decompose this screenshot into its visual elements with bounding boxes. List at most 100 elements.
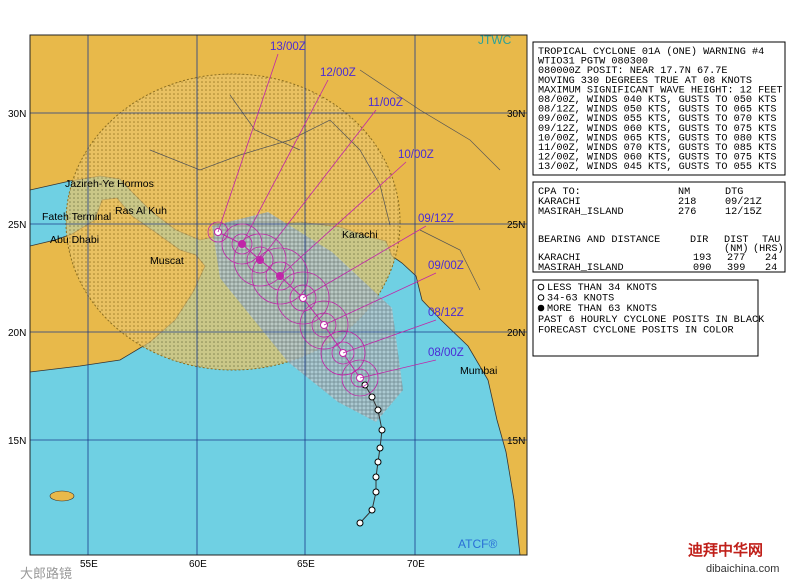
past-posit (368, 506, 376, 514)
cpa-cell: KARACHI (538, 197, 581, 208)
place-label: Muscat (150, 255, 184, 267)
info-panel: TROPICAL CYCLONE 01A (ONE) WARNING #4WTI… (537, 46, 784, 337)
warning-line: 08/12Z, WINDS 050 KTS, GUSTS TO 065 KTS (538, 104, 776, 116)
forecast-time: 13/00Z (270, 41, 306, 53)
warning-line: 080000Z POSIT: NEAR 17.7N 67.7E (538, 66, 728, 77)
wind-radius (246, 246, 274, 274)
warning-box (532, 41, 786, 176)
forecast-time: 10/00Z (398, 149, 434, 161)
lat-label: 30N (507, 109, 525, 120)
forecast-time: 09/12Z (418, 213, 454, 225)
forecast-time: 08/00Z (428, 347, 464, 359)
lat-label: 20N (8, 328, 26, 339)
wind-radius (251, 247, 309, 305)
lat-label: 15N (8, 436, 26, 447)
graticule: 30N 30N 25N 25N 20N 20N 15N 15N 55E 60E 65E 70E Jazi… (8, 35, 527, 570)
watermark: 迪拜中华网 (688, 541, 763, 559)
cpa-cell: 218 (678, 197, 696, 208)
bearing-header: BEARING AND DISTANCE (538, 235, 660, 246)
past-posit (372, 488, 380, 496)
lon-label: 70E (407, 559, 425, 570)
warning-line: 09/12Z, WINDS 060 KTS, GUSTS TO 075 KTS (538, 123, 776, 135)
lat-label: 20N (507, 328, 525, 339)
past-posit (376, 444, 384, 452)
wind-radius (331, 341, 355, 365)
past-posit (374, 406, 382, 414)
cpa-header: NM (678, 187, 690, 198)
label-leader (342, 319, 437, 354)
label-leader (217, 53, 279, 233)
bearing-cell: 277 (727, 253, 745, 264)
lat-label: 25N (507, 220, 525, 231)
wind-radius (320, 330, 366, 376)
forecast-track (217, 231, 361, 379)
watermark: dibaichina.com (706, 563, 779, 575)
source-label: JTWC (478, 33, 512, 47)
place-label: Jazireh-Ye Hormos (65, 178, 154, 190)
warning-line: 09/00Z, WINDS 055 KTS, GUSTS TO 070 KTS (538, 113, 776, 125)
bearing-cell: 24 (765, 263, 777, 274)
label-leader (302, 225, 427, 299)
wind-radius (265, 261, 295, 291)
cpa-cell: MASIRAH_ISLAND (538, 207, 624, 218)
warning-line: 13/00Z, WINDS 045 KTS, GUSTS TO 055 KTS (538, 161, 776, 173)
borders (149, 69, 501, 291)
place-label: Fateh Terminal (42, 211, 111, 223)
place-label: Mumbai (460, 365, 497, 377)
past-posit (356, 519, 364, 527)
legend-box (532, 279, 759, 357)
legend-item: LESS THAN 34 KNOTS (547, 283, 657, 294)
label-leader (259, 109, 377, 261)
label-leader (241, 79, 329, 245)
warning-line: 08/00Z, WINDS 040 KTS, GUSTS TO 050 KTS (538, 94, 776, 106)
cpa-header: DTG (725, 187, 743, 198)
label-leader (359, 359, 437, 379)
warning-line: TROPICAL CYCLONE 01A (ONE) WARNING #4 (538, 46, 764, 58)
legend-item: MORE THAN 63 KNOTS (547, 304, 657, 315)
past-posit (368, 393, 376, 401)
cpa-cell: 12/15Z (725, 206, 762, 218)
bearing-cell: MASIRAH_ISLAND (538, 263, 624, 274)
track: 13/00Z 12/00Z 11/00Z 10/00Z 09/12Z 09/00Z 08/1… (207, 41, 464, 527)
credit-label: ATCF® (458, 537, 497, 551)
warning-line: MOVING 330 DEGREES TRUE AT 08 KNOTS (538, 76, 752, 87)
forecast-time: 08/12Z (428, 307, 464, 319)
lon-label: 60E (189, 559, 207, 570)
legend-symbol (537, 283, 545, 291)
forecast-time: 12/00Z (320, 67, 356, 79)
legend-note: FORECAST CYCLONE POSITS IN COLOR (538, 326, 734, 337)
lat-label: 30N (8, 109, 26, 120)
warning-line: 10/00Z, WINDS 065 KTS, GUSTS TO 080 KTS (538, 132, 776, 144)
legend-symbol (537, 294, 545, 301)
lon-label: 65E (297, 559, 315, 570)
warning-line: 11/00Z, WINDS 070 KTS, GUSTS TO 085 KTS (538, 142, 776, 154)
lat-label: 25N (8, 220, 26, 231)
cpa-cell: 09/21Z (725, 196, 762, 208)
wind-radius (289, 284, 317, 312)
bearing-cell: 193 (693, 253, 711, 264)
wind-radius (231, 233, 253, 255)
island (49, 490, 75, 502)
warning-line: WTIO31 PGTW 080300 (538, 57, 648, 68)
place-label: Abu Dhabi (50, 234, 99, 246)
wind-radius (221, 223, 263, 265)
bearing-subheader: (HRS) (753, 243, 784, 255)
cpa-box (532, 181, 786, 273)
wind-radius (233, 233, 287, 287)
map-frame (29, 34, 528, 556)
legend-symbol (537, 304, 545, 312)
bearing-cell: 090 (693, 263, 711, 274)
watermark: 大郎路镜 (20, 566, 72, 581)
bearing-header: TAU (762, 235, 780, 246)
bearing-header: DIR (690, 235, 708, 246)
bearing-cell: 399 (727, 263, 745, 274)
wind-radius (311, 312, 337, 338)
wind-radius (299, 300, 349, 350)
past-posit (374, 458, 382, 466)
bearing-header: DIST (724, 235, 748, 246)
legend-item: 34-63 KNOTS (547, 294, 614, 305)
wind-radius (276, 271, 330, 325)
lon-label: 55E (80, 559, 98, 570)
